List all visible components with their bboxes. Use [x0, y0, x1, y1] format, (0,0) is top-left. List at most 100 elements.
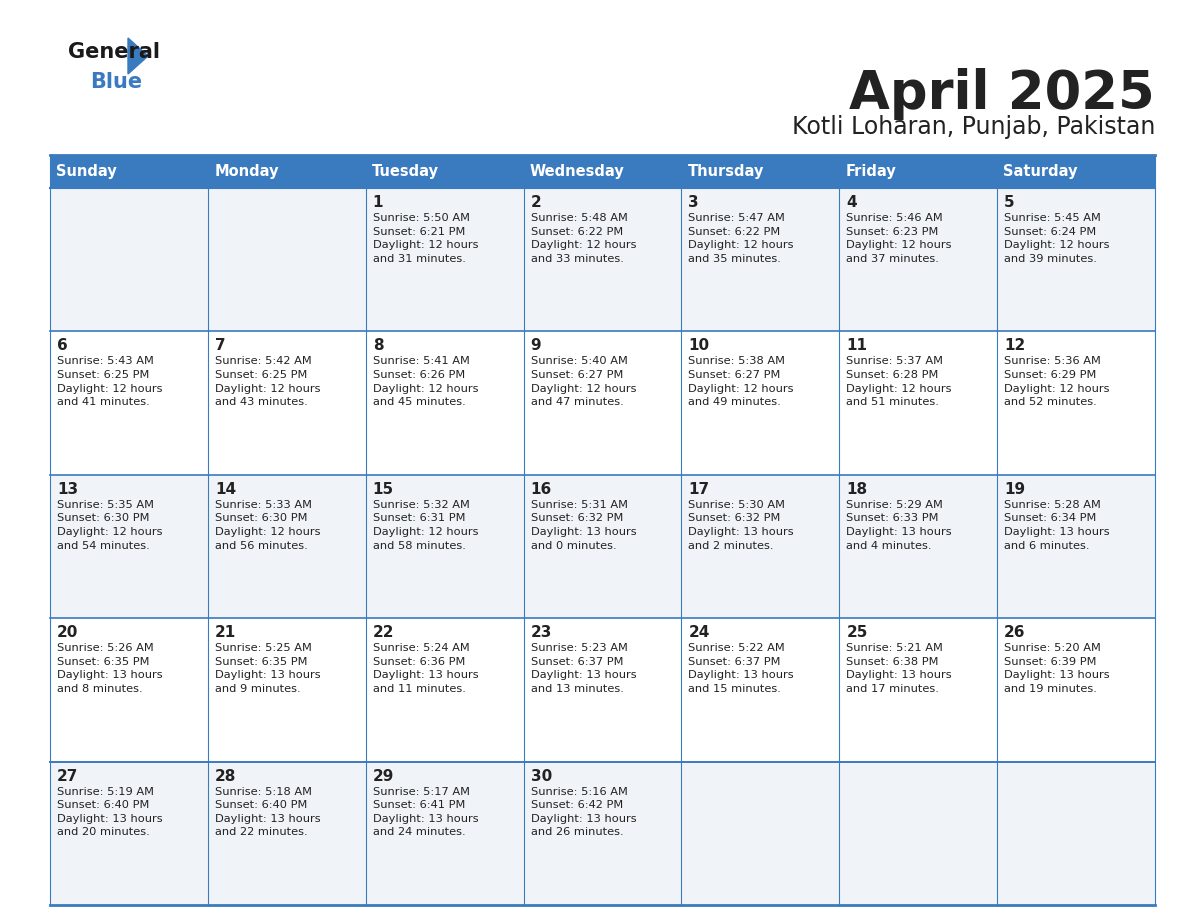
Text: 24: 24	[688, 625, 709, 640]
Text: 9: 9	[531, 339, 542, 353]
Bar	[366, 762, 524, 905]
Text: Sunrise: 5:35 AM
Sunset: 6:30 PM
Daylight: 12 hours
and 54 minutes.: Sunrise: 5:35 AM Sunset: 6:30 PM Dayligh…	[57, 499, 163, 551]
Bar	[50, 155, 208, 188]
Text: 10: 10	[688, 339, 709, 353]
Text: Sunrise: 5:42 AM
Sunset: 6:25 PM
Daylight: 12 hours
and 43 minutes.: Sunrise: 5:42 AM Sunset: 6:25 PM Dayligh…	[215, 356, 321, 408]
Text: 12: 12	[1004, 339, 1025, 353]
Bar	[997, 155, 1155, 188]
Text: Blue: Blue	[90, 72, 143, 92]
Bar	[839, 188, 997, 331]
Text: 25: 25	[846, 625, 867, 640]
Text: 11: 11	[846, 339, 867, 353]
Bar	[524, 475, 682, 618]
Text: Sunrise: 5:20 AM
Sunset: 6:39 PM
Daylight: 13 hours
and 19 minutes.: Sunrise: 5:20 AM Sunset: 6:39 PM Dayligh…	[1004, 644, 1110, 694]
Bar	[839, 762, 997, 905]
Text: 8: 8	[373, 339, 384, 353]
Bar	[366, 618, 524, 762]
Text: 17: 17	[688, 482, 709, 497]
Text: 23: 23	[531, 625, 552, 640]
Bar	[208, 618, 366, 762]
Text: 19: 19	[1004, 482, 1025, 497]
Bar	[997, 762, 1155, 905]
Bar	[997, 618, 1155, 762]
Text: Sunrise: 5:37 AM
Sunset: 6:28 PM
Daylight: 12 hours
and 51 minutes.: Sunrise: 5:37 AM Sunset: 6:28 PM Dayligh…	[846, 356, 952, 408]
Text: 7: 7	[215, 339, 226, 353]
Text: 14: 14	[215, 482, 236, 497]
Text: Sunrise: 5:33 AM
Sunset: 6:30 PM
Daylight: 12 hours
and 56 minutes.: Sunrise: 5:33 AM Sunset: 6:30 PM Dayligh…	[215, 499, 321, 551]
Text: 18: 18	[846, 482, 867, 497]
Bar	[839, 155, 997, 188]
Bar	[839, 618, 997, 762]
Polygon shape	[128, 38, 148, 74]
Text: 13: 13	[57, 482, 78, 497]
Bar	[208, 762, 366, 905]
Bar	[524, 762, 682, 905]
Text: 30: 30	[531, 768, 551, 784]
Bar	[682, 475, 839, 618]
Bar	[997, 475, 1155, 618]
Text: Sunrise: 5:46 AM
Sunset: 6:23 PM
Daylight: 12 hours
and 37 minutes.: Sunrise: 5:46 AM Sunset: 6:23 PM Dayligh…	[846, 213, 952, 263]
Text: Sunrise: 5:47 AM
Sunset: 6:22 PM
Daylight: 12 hours
and 35 minutes.: Sunrise: 5:47 AM Sunset: 6:22 PM Dayligh…	[688, 213, 794, 263]
Text: 27: 27	[57, 768, 78, 784]
Bar	[366, 188, 524, 331]
Text: Sunrise: 5:43 AM
Sunset: 6:25 PM
Daylight: 12 hours
and 41 minutes.: Sunrise: 5:43 AM Sunset: 6:25 PM Dayligh…	[57, 356, 163, 408]
Text: Sunrise: 5:45 AM
Sunset: 6:24 PM
Daylight: 12 hours
and 39 minutes.: Sunrise: 5:45 AM Sunset: 6:24 PM Dayligh…	[1004, 213, 1110, 263]
Text: Sunrise: 5:24 AM
Sunset: 6:36 PM
Daylight: 13 hours
and 11 minutes.: Sunrise: 5:24 AM Sunset: 6:36 PM Dayligh…	[373, 644, 479, 694]
Text: 1: 1	[373, 195, 384, 210]
Text: Sunrise: 5:32 AM
Sunset: 6:31 PM
Daylight: 12 hours
and 58 minutes.: Sunrise: 5:32 AM Sunset: 6:31 PM Dayligh…	[373, 499, 479, 551]
Text: Sunrise: 5:25 AM
Sunset: 6:35 PM
Daylight: 13 hours
and 9 minutes.: Sunrise: 5:25 AM Sunset: 6:35 PM Dayligh…	[215, 644, 321, 694]
Text: Sunrise: 5:28 AM
Sunset: 6:34 PM
Daylight: 13 hours
and 6 minutes.: Sunrise: 5:28 AM Sunset: 6:34 PM Dayligh…	[1004, 499, 1110, 551]
Bar	[997, 188, 1155, 331]
Text: Sunrise: 5:31 AM
Sunset: 6:32 PM
Daylight: 13 hours
and 0 minutes.: Sunrise: 5:31 AM Sunset: 6:32 PM Dayligh…	[531, 499, 637, 551]
Bar	[50, 475, 208, 618]
Text: Sunrise: 5:16 AM
Sunset: 6:42 PM
Daylight: 13 hours
and 26 minutes.: Sunrise: 5:16 AM Sunset: 6:42 PM Dayligh…	[531, 787, 637, 837]
Text: Sunrise: 5:22 AM
Sunset: 6:37 PM
Daylight: 13 hours
and 15 minutes.: Sunrise: 5:22 AM Sunset: 6:37 PM Dayligh…	[688, 644, 794, 694]
Text: Kotli Loharan, Punjab, Pakistan: Kotli Loharan, Punjab, Pakistan	[791, 115, 1155, 139]
Text: 29: 29	[373, 768, 394, 784]
Bar	[366, 155, 524, 188]
Text: 2: 2	[531, 195, 542, 210]
Text: Sunrise: 5:21 AM
Sunset: 6:38 PM
Daylight: 13 hours
and 17 minutes.: Sunrise: 5:21 AM Sunset: 6:38 PM Dayligh…	[846, 644, 952, 694]
Bar	[50, 188, 208, 331]
Bar	[524, 618, 682, 762]
Bar	[524, 155, 682, 188]
Text: Sunrise: 5:48 AM
Sunset: 6:22 PM
Daylight: 12 hours
and 33 minutes.: Sunrise: 5:48 AM Sunset: 6:22 PM Dayligh…	[531, 213, 636, 263]
Text: Sunday: Sunday	[56, 164, 118, 179]
Text: 16: 16	[531, 482, 551, 497]
Text: Thursday: Thursday	[688, 164, 764, 179]
Bar	[366, 475, 524, 618]
Text: 26: 26	[1004, 625, 1025, 640]
Text: Sunrise: 5:36 AM
Sunset: 6:29 PM
Daylight: 12 hours
and 52 minutes.: Sunrise: 5:36 AM Sunset: 6:29 PM Dayligh…	[1004, 356, 1110, 408]
Text: 3: 3	[688, 195, 699, 210]
Text: 5: 5	[1004, 195, 1015, 210]
Text: Sunrise: 5:23 AM
Sunset: 6:37 PM
Daylight: 13 hours
and 13 minutes.: Sunrise: 5:23 AM Sunset: 6:37 PM Dayligh…	[531, 644, 637, 694]
Bar	[50, 331, 208, 475]
Text: 15: 15	[373, 482, 394, 497]
Text: Saturday: Saturday	[1004, 164, 1078, 179]
Bar	[524, 188, 682, 331]
Text: Sunrise: 5:26 AM
Sunset: 6:35 PM
Daylight: 13 hours
and 8 minutes.: Sunrise: 5:26 AM Sunset: 6:35 PM Dayligh…	[57, 644, 163, 694]
Text: Sunrise: 5:30 AM
Sunset: 6:32 PM
Daylight: 13 hours
and 2 minutes.: Sunrise: 5:30 AM Sunset: 6:32 PM Dayligh…	[688, 499, 794, 551]
Bar	[208, 475, 366, 618]
Text: Sunrise: 5:19 AM
Sunset: 6:40 PM
Daylight: 13 hours
and 20 minutes.: Sunrise: 5:19 AM Sunset: 6:40 PM Dayligh…	[57, 787, 163, 837]
Bar	[208, 331, 366, 475]
Bar	[682, 188, 839, 331]
Text: Sunrise: 5:50 AM
Sunset: 6:21 PM
Daylight: 12 hours
and 31 minutes.: Sunrise: 5:50 AM Sunset: 6:21 PM Dayligh…	[373, 213, 479, 263]
Bar	[208, 188, 366, 331]
Text: 22: 22	[373, 625, 394, 640]
Text: Wednesday: Wednesday	[530, 164, 625, 179]
Text: Sunrise: 5:17 AM
Sunset: 6:41 PM
Daylight: 13 hours
and 24 minutes.: Sunrise: 5:17 AM Sunset: 6:41 PM Dayligh…	[373, 787, 479, 837]
Text: 21: 21	[215, 625, 236, 640]
Bar	[682, 618, 839, 762]
Text: Tuesday: Tuesday	[372, 164, 440, 179]
Text: 4: 4	[846, 195, 857, 210]
Text: April 2025: April 2025	[849, 68, 1155, 120]
Bar	[50, 618, 208, 762]
Text: Friday: Friday	[846, 164, 897, 179]
Text: Sunrise: 5:41 AM
Sunset: 6:26 PM
Daylight: 12 hours
and 45 minutes.: Sunrise: 5:41 AM Sunset: 6:26 PM Dayligh…	[373, 356, 479, 408]
Bar	[524, 331, 682, 475]
Bar	[682, 762, 839, 905]
Text: General: General	[68, 42, 160, 62]
Text: 28: 28	[215, 768, 236, 784]
Bar	[997, 331, 1155, 475]
